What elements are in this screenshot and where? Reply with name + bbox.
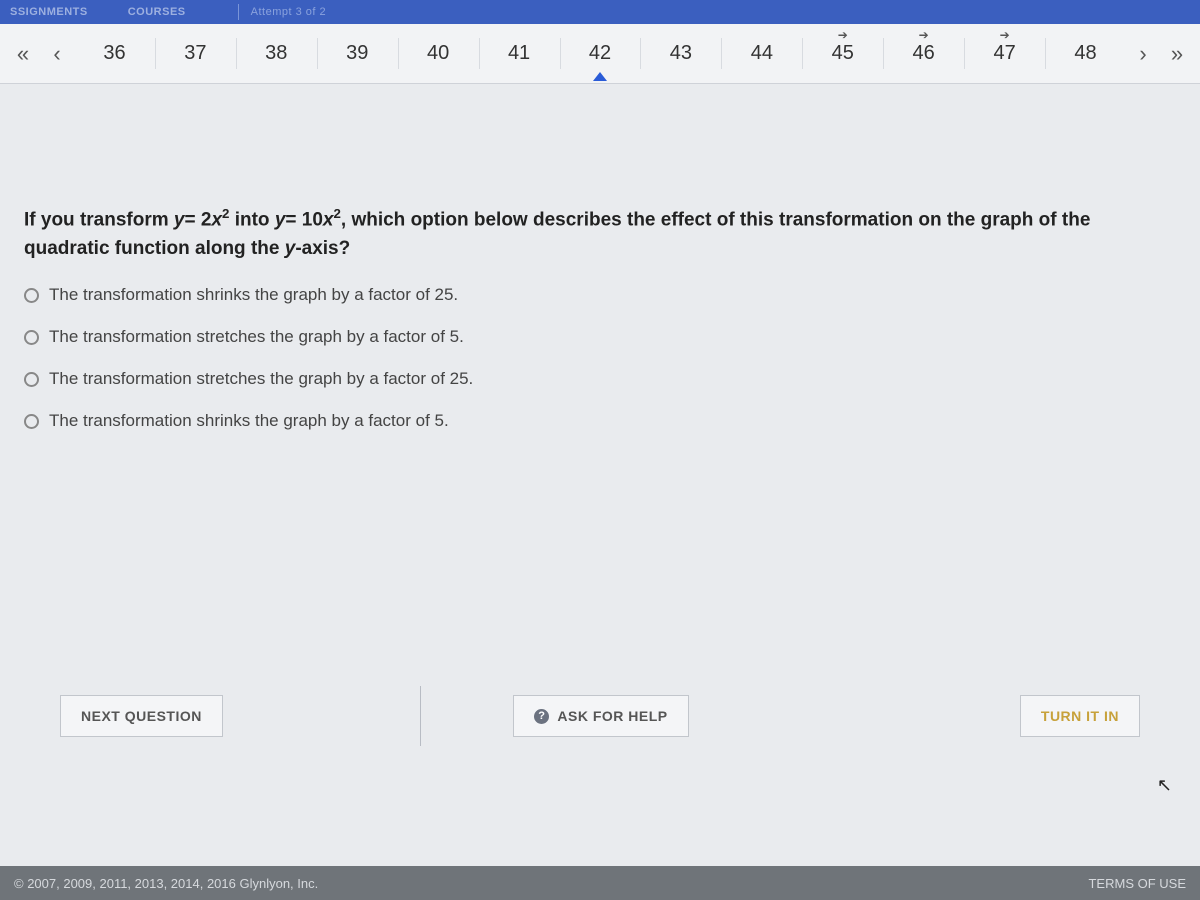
radio-icon[interactable] xyxy=(24,414,39,429)
content-area: If you transform y= 2x2 into y= 10x2, wh… xyxy=(0,84,1200,866)
arrow-icon: ➔ xyxy=(838,28,848,42)
tab-assignments[interactable]: SSIGNMENTS xyxy=(10,6,88,18)
radio-icon[interactable] xyxy=(24,372,39,387)
question-number-44[interactable]: 44 xyxy=(721,24,802,83)
question-number-36[interactable]: 36 xyxy=(74,24,155,83)
question-number-37[interactable]: 37 xyxy=(155,24,236,83)
question-number-43[interactable]: 43 xyxy=(640,24,721,83)
action-row: NEXT QUESTION ? ASK FOR HELP TURN IT IN xyxy=(0,686,1200,746)
nav-next-icon[interactable]: › xyxy=(1126,34,1160,74)
question-number-45[interactable]: ➔45 xyxy=(802,24,883,83)
cursor-icon: ↖ xyxy=(1157,775,1172,796)
question-number-39[interactable]: 39 xyxy=(317,24,398,83)
answer-option-label: The transformation shrinks the graph by … xyxy=(49,285,458,305)
tab-courses[interactable]: COURSES xyxy=(128,6,186,18)
question-number-42[interactable]: 42 xyxy=(560,24,641,83)
terms-link[interactable]: TERMS OF USE xyxy=(1088,876,1186,891)
question-nav: « ‹ 363738394041424344➔45➔46➔4748 › » xyxy=(0,24,1200,84)
answer-option-4[interactable]: The transformation shrinks the graph by … xyxy=(24,411,1176,431)
next-question-button[interactable]: NEXT QUESTION xyxy=(60,695,223,737)
turn-it-in-button[interactable]: TURN IT IN xyxy=(1020,695,1140,737)
question-number-40[interactable]: 40 xyxy=(398,24,479,83)
answer-option-3[interactable]: The transformation stretches the graph b… xyxy=(24,369,1176,389)
answer-option-label: The transformation stretches the graph b… xyxy=(49,369,473,389)
arrow-icon: ➔ xyxy=(919,28,929,42)
footer: © 2007, 2009, 2011, 2013, 2014, 2016 Gly… xyxy=(0,866,1200,900)
top-navbar: SSIGNMENTS COURSES Attempt 3 of 2 xyxy=(0,0,1200,24)
answer-option-label: The transformation stretches the graph b… xyxy=(49,327,464,347)
question-number-48[interactable]: 48 xyxy=(1045,24,1126,83)
ask-for-help-button[interactable]: ? ASK FOR HELP xyxy=(513,695,688,737)
question-number-47[interactable]: ➔47 xyxy=(964,24,1045,83)
nav-prev-icon[interactable]: ‹ xyxy=(40,34,74,74)
answer-option-1[interactable]: The transformation shrinks the graph by … xyxy=(24,285,1176,305)
ask-for-help-label: ASK FOR HELP xyxy=(557,708,667,724)
answer-option-2[interactable]: The transformation stretches the graph b… xyxy=(24,327,1176,347)
help-icon: ? xyxy=(534,709,549,724)
copyright-text: © 2007, 2009, 2011, 2013, 2014, 2016 Gly… xyxy=(14,876,318,891)
question-number-41[interactable]: 41 xyxy=(479,24,560,83)
question-number-46[interactable]: ➔46 xyxy=(883,24,964,83)
question-number-38[interactable]: 38 xyxy=(236,24,317,83)
radio-icon[interactable] xyxy=(24,288,39,303)
divider xyxy=(238,4,239,20)
nav-last-icon[interactable]: » xyxy=(1160,34,1194,74)
question-text: If you transform y= 2x2 into y= 10x2, wh… xyxy=(24,204,1176,263)
arrow-icon: ➔ xyxy=(1000,28,1010,42)
attempt-label: Attempt 3 of 2 xyxy=(251,6,326,18)
radio-icon[interactable] xyxy=(24,330,39,345)
answer-option-label: The transformation shrinks the graph by … xyxy=(49,411,449,431)
nav-first-icon[interactable]: « xyxy=(6,34,40,74)
